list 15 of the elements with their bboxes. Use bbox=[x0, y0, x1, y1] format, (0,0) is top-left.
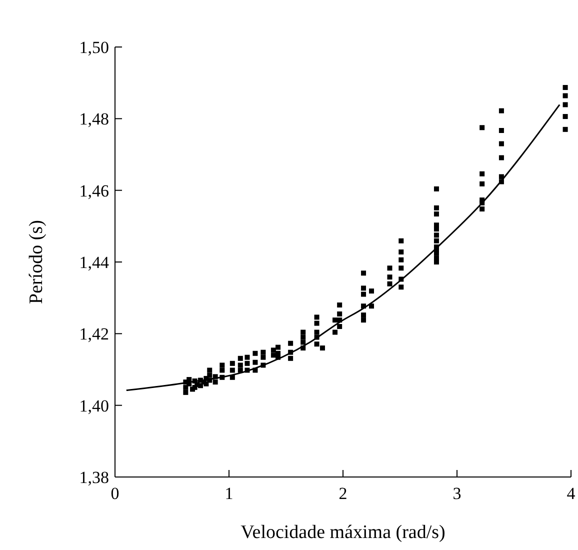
y-tick-label: 1,44 bbox=[79, 252, 110, 272]
y-tick-label: 1,38 bbox=[79, 468, 109, 487]
y-tick-label: 1,48 bbox=[79, 110, 109, 129]
y-tick-label: 1,46 bbox=[79, 181, 109, 200]
y-tick-label: 1,40 bbox=[79, 396, 109, 416]
x-tick-label: 4 bbox=[566, 484, 576, 503]
x-axis-title: Velocidade máxima (rad/s) bbox=[240, 522, 446, 543]
x-tick-label: 2 bbox=[338, 484, 348, 503]
line-series bbox=[126, 104, 560, 392]
y-tick-label: 1,50 bbox=[79, 38, 109, 57]
x-tick-label: 3 bbox=[452, 484, 462, 503]
y-tick-label: 1,42 bbox=[79, 324, 109, 344]
y-axis-title: Período (s) bbox=[26, 220, 47, 304]
x-tick-label: 1 bbox=[224, 484, 234, 503]
x-tick-label: 0 bbox=[110, 484, 120, 503]
